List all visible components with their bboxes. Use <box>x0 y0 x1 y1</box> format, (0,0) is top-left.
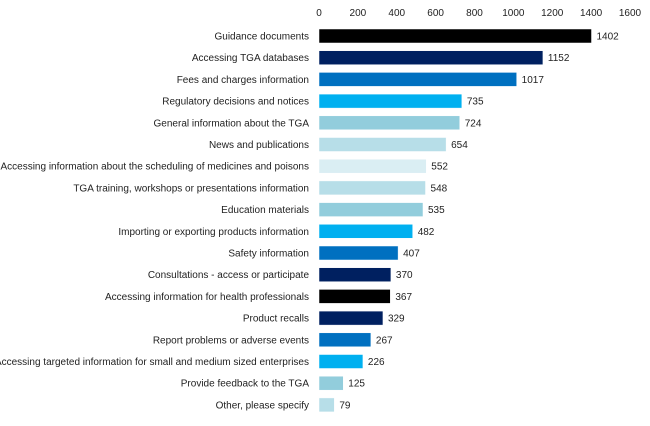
bar <box>318 332 372 348</box>
x-tick-label: 600 <box>427 8 444 19</box>
category-label: Guidance documents <box>214 32 309 43</box>
x-tick-label: 400 <box>388 8 405 19</box>
category-label: Accessing targeted information for small… <box>0 357 309 368</box>
data-label: 552 <box>431 162 448 173</box>
data-label: 654 <box>451 140 468 151</box>
category-label: General information about the TGA <box>154 118 310 129</box>
x-tick-label: 0 <box>316 8 322 19</box>
data-label: 226 <box>368 357 385 368</box>
category-label: Regulatory decisions and notices <box>162 97 309 108</box>
data-label: 267 <box>376 335 393 346</box>
bar <box>318 245 399 261</box>
x-tick-label: 1600 <box>619 8 642 19</box>
bar <box>318 115 460 131</box>
bar <box>318 137 447 152</box>
x-tick-label: 200 <box>350 8 367 19</box>
bar <box>318 202 424 217</box>
data-label: 367 <box>395 292 412 303</box>
category-label: Safety information <box>228 249 309 260</box>
x-tick-label: 1000 <box>502 8 525 19</box>
data-label: 1402 <box>597 32 620 43</box>
category-label: Consultations - access or participate <box>148 270 310 281</box>
bar <box>318 93 463 109</box>
category-label: Education materials <box>221 205 309 216</box>
bar <box>318 310 384 326</box>
category-label: Importing or exporting products informat… <box>118 227 309 238</box>
data-label: 329 <box>388 314 405 325</box>
bar <box>318 50 544 65</box>
x-tick-label: 800 <box>466 8 483 19</box>
category-label: Report problems or adverse events <box>153 335 309 346</box>
category-label: Other, please specify <box>216 400 309 411</box>
bar <box>318 28 592 44</box>
category-label: Provide feedback to the TGA <box>181 379 310 390</box>
data-label: 407 <box>403 249 420 260</box>
bar <box>318 289 391 304</box>
category-label: Fees and charges information <box>177 75 309 86</box>
data-label: 79 <box>339 400 351 411</box>
data-label: 1152 <box>548 53 570 64</box>
category-label: Accessing information for health profess… <box>105 292 309 303</box>
category-label: Accessing TGA databases <box>192 53 309 64</box>
x-tick-label: 1400 <box>580 8 603 19</box>
data-label: 482 <box>418 227 435 238</box>
data-label: 125 <box>348 379 365 390</box>
category-label: TGA training, workshops or presentations… <box>73 183 309 194</box>
bar <box>318 267 392 282</box>
data-label: 735 <box>467 97 484 108</box>
data-label: 535 <box>428 205 445 216</box>
x-tick-label: 1200 <box>541 8 564 19</box>
data-label: 724 <box>465 118 482 129</box>
bar <box>318 224 413 239</box>
category-label: Accessing information about the scheduli… <box>0 162 309 173</box>
category-label: Product recalls <box>243 314 309 325</box>
bar <box>318 354 364 369</box>
data-label: 1017 <box>522 75 545 86</box>
data-label: 370 <box>396 270 413 281</box>
data-label: 548 <box>431 183 448 194</box>
bar <box>318 72 517 87</box>
bar <box>318 158 427 174</box>
bar <box>318 180 426 196</box>
category-label: News and publications <box>209 140 309 151</box>
bar <box>318 397 335 413</box>
bar <box>318 375 344 391</box>
